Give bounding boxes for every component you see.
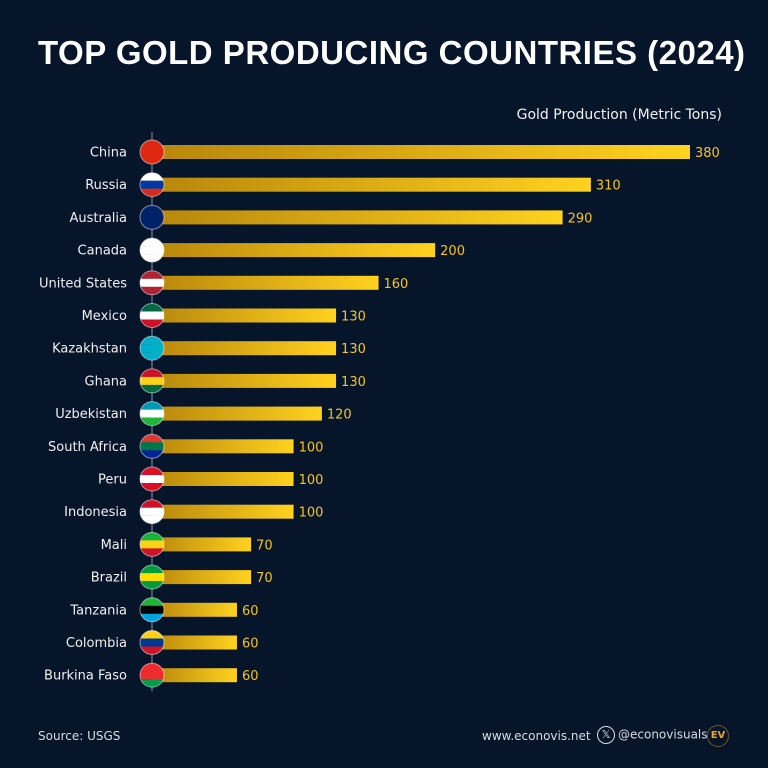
value-label: 130 xyxy=(341,310,366,325)
social-text: @econovisuals xyxy=(618,727,708,742)
value-label: 130 xyxy=(341,342,366,357)
flag-border xyxy=(139,433,165,459)
flag-border xyxy=(139,139,165,165)
bar xyxy=(152,243,436,258)
econovis-logo: EV xyxy=(707,725,729,747)
flag-icon xyxy=(140,270,164,295)
flag-icon xyxy=(140,597,164,622)
bar xyxy=(152,275,379,290)
category-label: Indonesia xyxy=(64,505,127,520)
bar xyxy=(152,145,690,159)
source-text: Source: USGS xyxy=(38,729,121,743)
value-label: 120 xyxy=(327,408,352,423)
value-label: 60 xyxy=(242,604,259,619)
flag-icon xyxy=(140,663,164,688)
bar xyxy=(152,177,591,192)
flag-border xyxy=(139,466,165,492)
bar xyxy=(152,668,237,683)
value-label: 130 xyxy=(341,375,366,390)
category-label: Canada xyxy=(78,244,127,259)
category-label: Russia xyxy=(85,178,127,193)
flag-icon xyxy=(140,565,164,590)
category-label: Tanzania xyxy=(69,603,127,618)
value-label: 100 xyxy=(299,473,324,488)
value-label: 70 xyxy=(256,571,273,586)
flag-icon xyxy=(140,434,164,459)
flag-border xyxy=(139,335,165,361)
bar xyxy=(152,341,337,356)
flag-border xyxy=(139,662,165,688)
value-label: 380 xyxy=(695,146,720,161)
category-label: Peru xyxy=(98,473,127,488)
website-link[interactable]: www.econovis.net xyxy=(482,729,591,743)
bar xyxy=(152,635,237,650)
flag-icon xyxy=(140,532,164,557)
bar xyxy=(152,373,337,388)
value-label: 100 xyxy=(299,440,324,455)
flag-border xyxy=(139,237,165,263)
category-label: Ghana xyxy=(85,374,128,389)
value-label: 290 xyxy=(568,211,593,226)
flag-icon xyxy=(140,630,164,655)
value-label: 60 xyxy=(242,669,259,684)
bar xyxy=(152,210,563,225)
flag-border xyxy=(139,630,165,655)
flag-icon xyxy=(140,368,164,393)
category-label: Mexico xyxy=(82,309,127,324)
x-logo-icon: 𝕏 xyxy=(597,726,615,744)
category-label: Burkina Faso xyxy=(44,669,127,684)
flag-border xyxy=(139,270,165,296)
flag-icon xyxy=(140,303,164,328)
flag-border xyxy=(139,531,165,557)
flag-icon xyxy=(140,205,164,230)
flag-icon xyxy=(140,499,164,524)
bar xyxy=(152,504,294,519)
bar xyxy=(152,602,237,617)
bar xyxy=(152,406,322,421)
category-label: Brazil xyxy=(91,571,127,586)
flag-border xyxy=(139,368,165,394)
category-label: United States xyxy=(39,276,127,291)
category-label: Kazakhstan xyxy=(52,342,127,357)
flag-border xyxy=(139,499,165,525)
chart-title: TOP GOLD PRODUCING COUNTRIES (2024) xyxy=(38,34,746,71)
category-label: Uzbekistan xyxy=(55,407,127,422)
flag-icon xyxy=(140,140,164,164)
bar xyxy=(152,308,337,323)
value-label: 160 xyxy=(384,277,409,292)
category-label: China xyxy=(90,146,127,161)
flag-border xyxy=(139,204,165,230)
flag-icon xyxy=(140,401,164,426)
bar xyxy=(152,570,252,585)
value-label: 200 xyxy=(440,244,465,259)
bar xyxy=(152,472,294,486)
flag-border xyxy=(139,172,165,198)
value-label: 70 xyxy=(256,538,273,553)
category-label: Colombia xyxy=(66,636,127,651)
flag-icon xyxy=(140,467,164,491)
flag-icon xyxy=(140,172,164,197)
value-label: 100 xyxy=(299,506,324,521)
bar xyxy=(152,439,294,454)
flag-border xyxy=(139,303,165,328)
flag-icon xyxy=(140,238,164,263)
flag-border xyxy=(139,401,165,427)
value-label: 310 xyxy=(596,179,621,194)
value-label: 60 xyxy=(242,637,259,652)
category-label: South Africa xyxy=(48,440,127,455)
category-label: Mali xyxy=(101,538,127,553)
bar xyxy=(152,537,252,552)
flag-border xyxy=(139,564,165,590)
category-label: Australia xyxy=(69,211,127,226)
flag-icon xyxy=(140,336,164,361)
social-handle[interactable]: 𝕏 @econovisuals xyxy=(597,726,708,744)
flag-border xyxy=(139,597,165,623)
unit-label: Gold Production (Metric Tons) xyxy=(516,107,722,123)
